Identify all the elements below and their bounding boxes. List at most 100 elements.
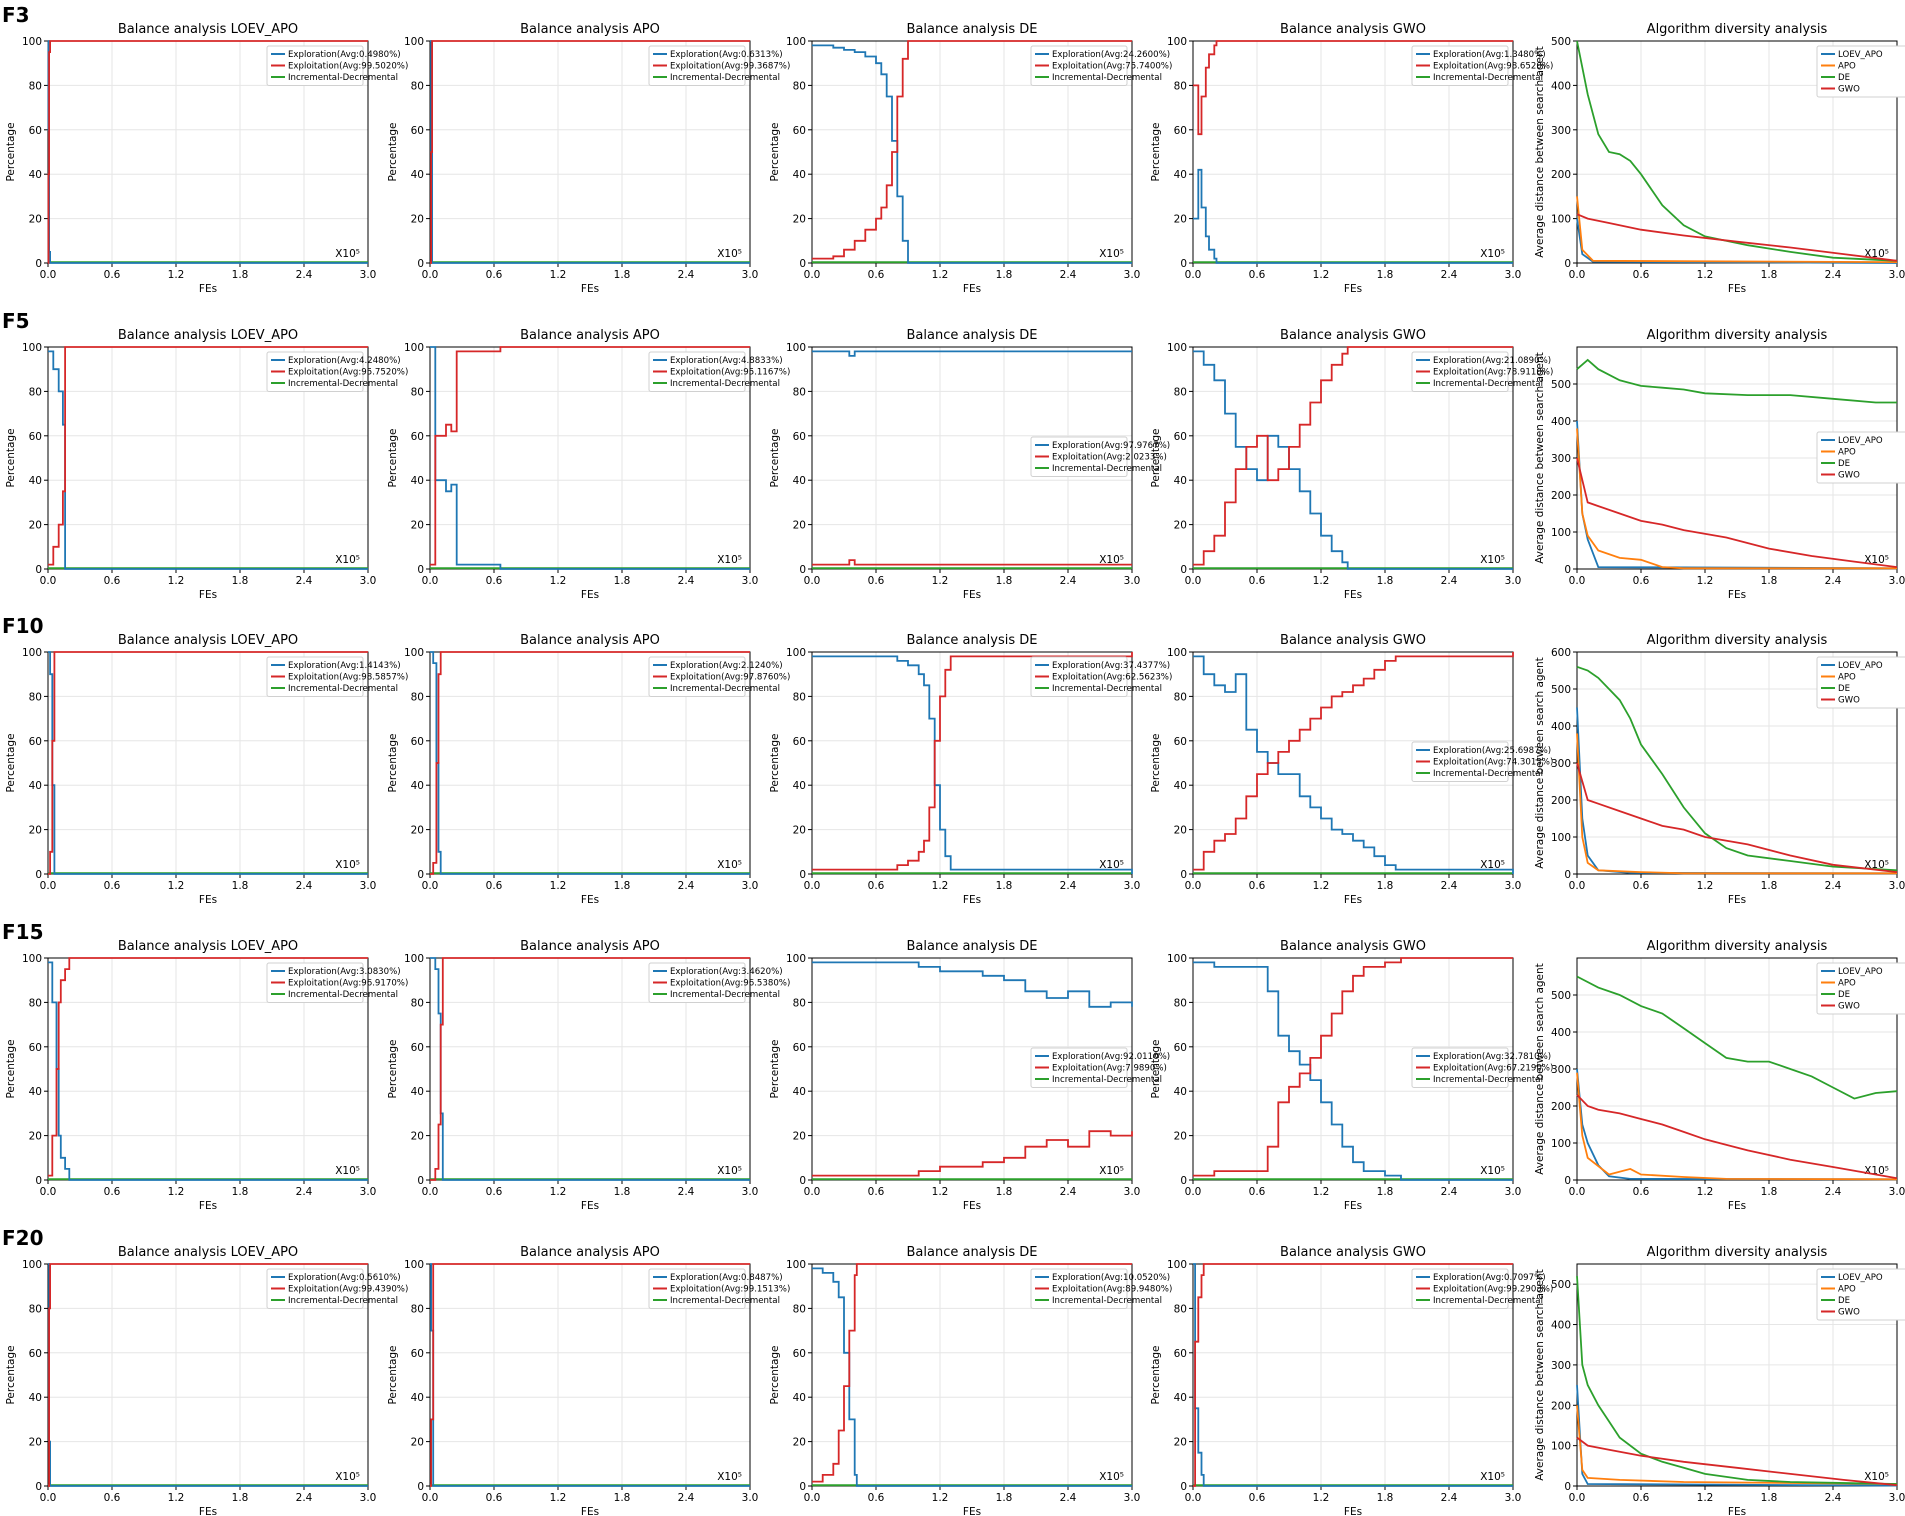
x-tick-label: 3.0 bbox=[360, 1186, 377, 1198]
x-axis-label: FEs bbox=[963, 589, 981, 601]
legend-label: GWO bbox=[1838, 471, 1860, 481]
y-tick-label: 300 bbox=[1551, 1064, 1571, 1076]
panel-title: Balance analysis LOEV_APO bbox=[118, 1245, 298, 1260]
x-scale-note: X10⁵ bbox=[335, 1165, 360, 1177]
y-tick-label: 60 bbox=[1174, 1348, 1187, 1360]
y-tick-label: 0 bbox=[799, 258, 806, 270]
x-tick-label: 1.2 bbox=[932, 269, 949, 281]
exploration-line bbox=[430, 1263, 750, 1487]
y-tick-label: 60 bbox=[411, 431, 424, 443]
x-tick-label: 3.0 bbox=[360, 1492, 377, 1504]
balance-panel-apo: Balance analysis APO 0.0 0.6 1.2 1.8 2.4 3.0 0 2… bbox=[387, 633, 790, 906]
exploration-line bbox=[430, 346, 750, 570]
x-tick-label: 1.8 bbox=[614, 880, 631, 892]
legend-label: APO bbox=[1838, 979, 1856, 989]
y-tick-label: 0 bbox=[35, 564, 42, 576]
x-tick-label: 1.2 bbox=[1313, 269, 1330, 281]
y-tick-label: 60 bbox=[793, 736, 806, 748]
exploration-line bbox=[1193, 1263, 1513, 1487]
x-tick-label: 1.2 bbox=[1697, 575, 1714, 587]
exploitation-line bbox=[48, 957, 368, 1177]
x-tick-label: 2.4 bbox=[1441, 1186, 1458, 1198]
x-tick-label: 2.4 bbox=[1825, 880, 1842, 892]
y-tick-label: 100 bbox=[786, 342, 806, 354]
legend-label: Exploitation(Avg:99.1513%) bbox=[670, 1285, 790, 1295]
x-tick-label: 1.8 bbox=[996, 575, 1013, 587]
exploitation-line bbox=[47, 40, 368, 264]
diversity-line-gwo bbox=[1576, 457, 1898, 568]
x-axis-label: FEs bbox=[1728, 1200, 1746, 1212]
y-tick-label: 40 bbox=[1174, 475, 1187, 487]
balance-panel-gwo: Balance analysis GWO 0.0 0.6 1.2 1.8 2.4 3.0 0 2… bbox=[1150, 328, 1553, 601]
y-tick-label: 200 bbox=[1551, 795, 1571, 807]
y-axis-label: Percentage bbox=[5, 1039, 17, 1098]
legend-label: Incremental-Decremental bbox=[1433, 1296, 1543, 1306]
x-tick-label: 1.2 bbox=[1313, 880, 1330, 892]
row-label: F20 bbox=[2, 1226, 44, 1250]
x-tick-label: 0.6 bbox=[486, 1186, 503, 1198]
x-tick-label: 2.4 bbox=[1060, 880, 1077, 892]
x-tick-label: 0.6 bbox=[1633, 575, 1650, 587]
y-tick-label: 100 bbox=[786, 953, 806, 965]
y-tick-label: 80 bbox=[1174, 997, 1187, 1009]
exploration-line bbox=[812, 961, 1133, 1008]
panel-title: Algorithm diversity analysis bbox=[1647, 633, 1828, 648]
x-tick-label: 1.2 bbox=[1313, 1492, 1330, 1504]
x-tick-label: 3.0 bbox=[1505, 269, 1522, 281]
x-axis-label: FEs bbox=[581, 894, 599, 906]
y-axis-label: Percentage bbox=[1150, 428, 1162, 487]
x-tick-label: 3.0 bbox=[1124, 269, 1141, 281]
diversity-line-loev_apo bbox=[1576, 1068, 1898, 1181]
legend-label: DE bbox=[1838, 73, 1850, 83]
y-tick-label: 400 bbox=[1551, 80, 1571, 92]
x-tick-label: 0.6 bbox=[868, 269, 885, 281]
y-tick-label: 80 bbox=[411, 997, 424, 1009]
x-tick-label: 0.6 bbox=[1249, 269, 1266, 281]
x-scale-note: X10⁵ bbox=[1099, 248, 1124, 260]
x-tick-label: 0.6 bbox=[486, 880, 503, 892]
legend-label: Exploration(Avg:3.0830%) bbox=[288, 967, 401, 977]
y-tick-label: 60 bbox=[29, 1042, 42, 1054]
x-tick-label: 0.0 bbox=[1569, 1492, 1586, 1504]
y-tick-label: 100 bbox=[786, 36, 806, 48]
panel-title: Algorithm diversity analysis bbox=[1647, 1245, 1828, 1260]
x-axis-label: FEs bbox=[963, 283, 981, 295]
balance-panel-apo: Balance analysis APO 0.0 0.6 1.2 1.8 2.4 3.0 0 2… bbox=[387, 328, 790, 601]
diversity-line-gwo bbox=[1576, 1094, 1898, 1180]
x-tick-label: 3.0 bbox=[1505, 1492, 1522, 1504]
panel-title: Balance analysis LOEV_APO bbox=[118, 939, 298, 954]
legend-label: LOEV_APO bbox=[1838, 661, 1883, 671]
exploitation-line bbox=[48, 1263, 368, 1487]
y-axis-label: Average distance between search agent bbox=[1534, 352, 1546, 564]
x-tick-label: 2.4 bbox=[1825, 1492, 1842, 1504]
legend-label: LOEV_APO bbox=[1838, 50, 1883, 60]
legend-label: Exploration(Avg:97.9767%) bbox=[1052, 441, 1170, 451]
panel-title: Balance analysis LOEV_APO bbox=[118, 328, 298, 343]
diversity-panel: Algorithm diversity analysis 0.0 0.6 1.2 1.8… bbox=[1534, 1245, 1905, 1516]
x-tick-label: 0.0 bbox=[422, 1186, 439, 1198]
legend-label: Exploration(Avg:2.1240%) bbox=[670, 661, 783, 671]
x-tick-label: 0.6 bbox=[104, 269, 121, 281]
y-axis-label: Percentage bbox=[387, 428, 399, 487]
exploitation-line bbox=[48, 651, 368, 875]
row-label: F5 bbox=[2, 309, 30, 333]
x-tick-label: 0.0 bbox=[40, 1492, 57, 1504]
y-tick-label: 20 bbox=[793, 520, 806, 532]
x-tick-label: 3.0 bbox=[1124, 880, 1141, 892]
x-tick-label: 1.2 bbox=[550, 1186, 567, 1198]
x-tick-label: 2.4 bbox=[1825, 575, 1842, 587]
exploitation-line bbox=[430, 346, 750, 566]
x-axis-label: FEs bbox=[1344, 894, 1362, 906]
y-tick-label: 80 bbox=[29, 997, 42, 1009]
y-tick-label: 0 bbox=[417, 258, 424, 270]
x-scale-note: X10⁵ bbox=[335, 248, 360, 260]
x-tick-label: 3.0 bbox=[1889, 880, 1905, 892]
panel-title: Balance analysis LOEV_APO bbox=[118, 633, 298, 648]
x-tick-label: 1.8 bbox=[232, 1492, 249, 1504]
legend-box bbox=[1030, 45, 1128, 86]
y-tick-label: 40 bbox=[411, 780, 424, 792]
legend-label: DE bbox=[1838, 684, 1850, 694]
x-tick-label: 1.2 bbox=[168, 1186, 185, 1198]
legend-label: Incremental-Decremental bbox=[670, 990, 780, 1000]
x-tick-label: 0.0 bbox=[1185, 575, 1202, 587]
